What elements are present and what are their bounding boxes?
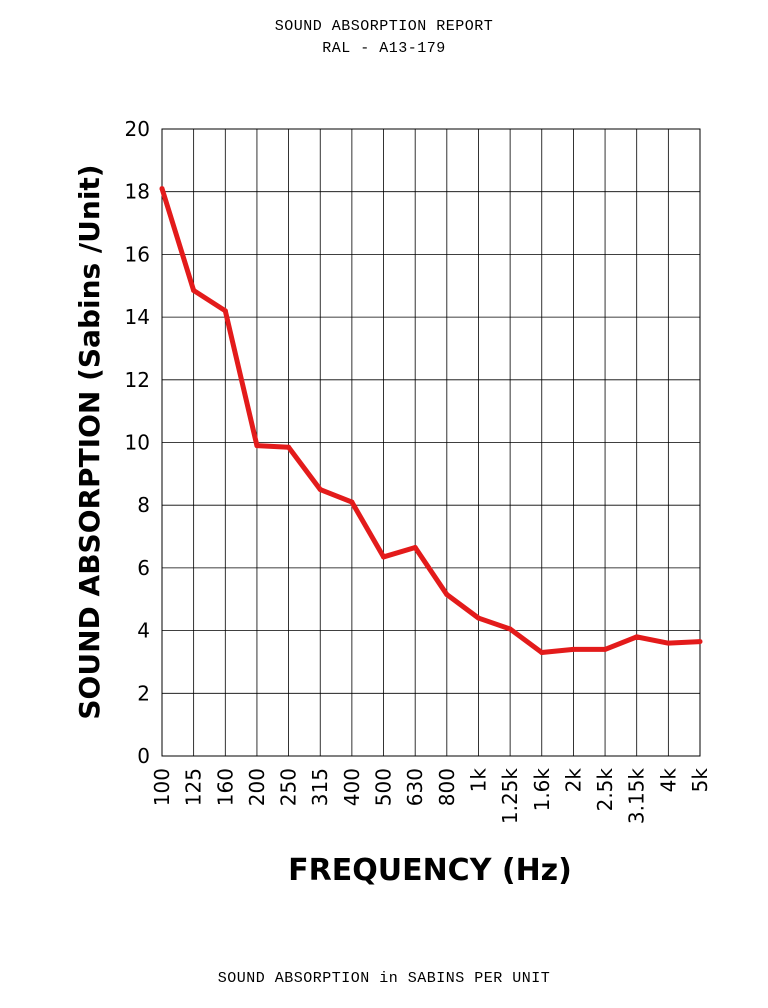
x-tick-label: 1.25k [498,768,522,825]
data-point [539,650,545,656]
x-tick-label: 1k [466,768,490,793]
data-point [286,444,292,450]
x-tick-label: 630 [403,768,427,806]
x-tick-label: 200 [245,768,269,806]
data-point [159,186,165,192]
chart-title: SOUND ABSORPTION REPORT [274,18,494,35]
data-point [665,640,671,646]
x-tick-label: 250 [277,768,301,806]
y-tick-label: 8 [137,493,150,517]
data-point [634,634,640,640]
y-tick-label: 0 [137,744,150,768]
x-tick-label: 100 [150,768,174,806]
y-axis-ticks: 0 2 4 6 8 10 12 14 16 18 20 [125,117,150,768]
y-axis-title: SOUND ABSORPTION (Sabins /Unit) [73,164,106,719]
x-axis-title: FREQUENCY (Hz) [288,853,572,888]
data-point [602,646,608,652]
x-tick-label: 2.5k [593,768,617,812]
chart-subtitle: RAL - A13-179 [322,40,446,57]
x-tick-label: 800 [435,768,459,806]
y-tick-label: 18 [125,180,150,204]
chart-footer-caption: SOUND ABSORPTION in SABINS PER UNIT [217,970,551,987]
data-point [444,592,450,598]
x-tick-label: 400 [340,768,364,806]
data-point [317,487,323,493]
series-layer [159,186,703,656]
y-tick-label: 20 [125,117,150,141]
chart-grid [161,128,701,757]
data-point [191,287,197,293]
y-tick-label: 10 [125,431,150,455]
data-point [475,615,481,621]
data-point [254,443,260,449]
x-tick-label: 125 [182,768,206,806]
data-point [507,626,513,632]
x-tick-label: 4k [656,768,680,793]
x-axis-ticks: 100 125 160 200 250 315 400 500 630 800 1k 1.25k 1.6… [150,768,712,825]
y-tick-label: 14 [125,305,150,329]
data-point [570,646,576,652]
y-tick-label: 16 [125,242,150,266]
y-tick-label: 6 [137,556,150,580]
data-point [697,639,703,645]
data-point [381,554,387,560]
x-tick-label: 2k [561,768,585,793]
x-tick-label: 1.6k [530,768,554,812]
y-tick-label: 4 [137,619,150,643]
x-tick-label: 315 [308,768,332,806]
data-point [349,499,355,505]
x-tick-label: 160 [213,768,237,806]
plot-area-border [161,128,701,757]
data-point [412,545,418,551]
x-tick-label: 500 [372,768,396,806]
series-line [159,187,701,656]
y-tick-label: 2 [137,681,150,705]
data-point [222,308,228,314]
y-tick-label: 12 [125,368,150,392]
x-tick-label: 5k [688,768,712,793]
x-tick-label: 3.15k [625,768,649,825]
